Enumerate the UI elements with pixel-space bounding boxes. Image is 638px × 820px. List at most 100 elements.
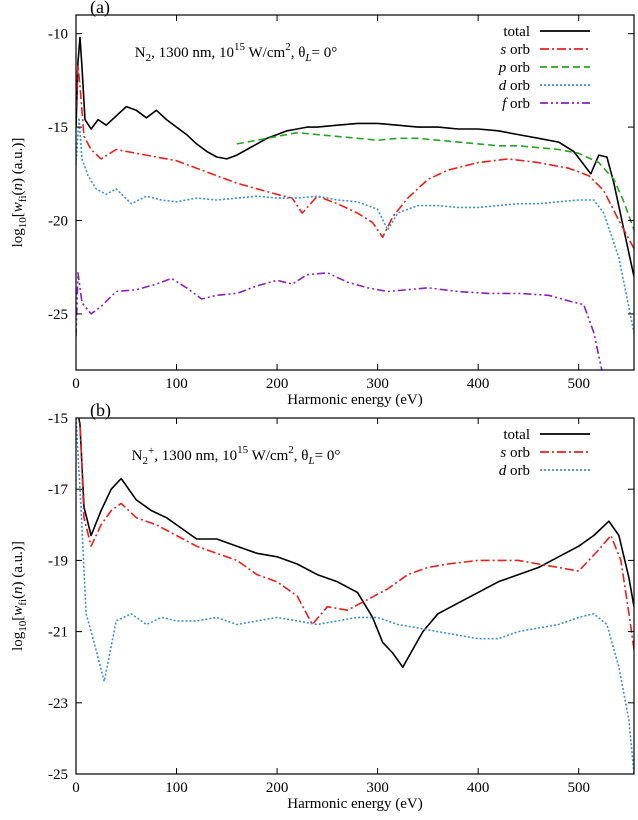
legend-label: p orb	[498, 60, 530, 76]
y-label-part: w	[10, 606, 26, 616]
series-line-d-orb	[76, 117, 634, 333]
y-label-part: (	[10, 594, 26, 599]
title-part: L	[307, 455, 314, 467]
x-tick-label: 0	[72, 780, 80, 796]
y-tick-label: -15	[48, 120, 68, 136]
y-tick-label: -23	[48, 696, 68, 712]
title-part: , θ	[291, 45, 306, 61]
title-part: , 1300 nm, 10	[154, 448, 237, 464]
series-line-s-orb	[76, 64, 634, 249]
title-part: W/cm	[245, 45, 285, 61]
y-label-part: [	[10, 212, 26, 217]
y-label-part: log	[10, 228, 26, 248]
legend-label-part: orb	[506, 463, 530, 479]
legend-label-part: p	[498, 60, 507, 76]
y-label-part: 10	[17, 217, 29, 229]
legend-label: total	[503, 427, 530, 443]
y-label-part: ) (a.u.)]	[10, 541, 26, 586]
panel-a: 0 100 200 300 400 500 -10 -15 -20 -25 Harmonic ene…	[10, 0, 635, 408]
chart-title: N2+, 1300 nm, 1015 W/cm2, θL= 0°	[132, 444, 341, 467]
series-line-f-orb	[76, 272, 603, 370]
legend-label-part: d	[499, 463, 507, 479]
y-label-part: ) (a.u.)]	[10, 138, 26, 183]
y-tick-label: -25	[48, 767, 68, 783]
panel-label: (a)	[90, 0, 110, 18]
y-label-part: log	[10, 631, 26, 651]
legend-label-part: total	[503, 427, 530, 443]
legend-label: d orb	[499, 463, 530, 479]
series-line-p-orb	[236, 131, 634, 231]
title-part: 15	[237, 444, 249, 456]
plot-frame	[75, 417, 635, 775]
legend-label-part: orb	[506, 96, 530, 112]
y-tick-label: -17	[48, 482, 68, 498]
legend-label-part: f	[502, 96, 508, 112]
legend-label: d orb	[499, 78, 530, 94]
y-label-part: 10	[17, 620, 29, 632]
x-tick-label: 400	[467, 780, 490, 796]
x-tick-label: 500	[567, 376, 590, 392]
title-part: +	[148, 445, 154, 457]
y-axis-label: log10[wfi(n) (a.u.)]	[10, 541, 29, 651]
chart-title: N2, 1300 nm, 1015 W/cm2, θL= 0°	[135, 41, 337, 64]
series-group	[76, 36, 634, 370]
plot-frame	[75, 14, 635, 371]
legend-label: s orb	[500, 42, 530, 58]
y-label-part: fi	[17, 599, 29, 606]
title-part: 2	[285, 41, 291, 53]
x-tick-label: 400	[467, 376, 490, 392]
title-part: L	[304, 52, 311, 64]
x-tick-label: 200	[266, 376, 289, 392]
legend-label-part: orb	[506, 60, 530, 76]
series-line-s-orb	[77, 418, 634, 650]
legend-label: f orb	[502, 96, 530, 112]
y-label-part: (	[10, 190, 26, 195]
x-tick-label: 500	[567, 780, 590, 796]
y-label-part: [	[10, 616, 26, 621]
legend-label-part: orb	[506, 42, 530, 58]
series-line-d-orb	[76, 418, 634, 774]
title-part: = 0°	[312, 45, 338, 61]
x-tick-label: 100	[165, 780, 188, 796]
x-tick-label: 200	[266, 780, 289, 796]
y-tick-label: -21	[48, 625, 68, 641]
panel-b: 0 100 200 300 400 500 -15 -17 -19 -21 -23 -25 Harmon…	[10, 400, 635, 812]
x-tick-label: 0	[72, 376, 80, 392]
y-label-part: n	[10, 183, 26, 191]
title-part: , 1300 nm, 10	[151, 45, 234, 61]
title-part: 15	[234, 41, 246, 53]
x-axis-label: Harmonic energy (eV)	[287, 392, 423, 408]
x-tick-label: 300	[366, 780, 389, 796]
legend-label-part: orb	[506, 445, 530, 461]
legend-label-part: total	[503, 24, 530, 40]
x-tick-label: 100	[165, 376, 188, 392]
y-tick-label: -25	[48, 307, 68, 323]
title-part: 2	[143, 455, 149, 467]
title-part: 2	[146, 52, 152, 64]
y-label-part: n	[10, 586, 26, 594]
title-part: N	[135, 45, 146, 61]
series-line-total	[76, 36, 634, 277]
y-tick-label: -10	[48, 27, 68, 43]
legend-label-part: d	[499, 78, 507, 94]
legend-label: s orb	[500, 445, 530, 461]
series-group	[76, 418, 634, 774]
panel-label: (b)	[90, 400, 111, 421]
x-tick-label: 300	[366, 376, 389, 392]
title-part: = 0°	[315, 448, 341, 464]
y-label-part: fi	[17, 195, 29, 202]
legend-label: total	[503, 24, 530, 40]
legend-label-part: s	[500, 42, 506, 58]
series-line-total	[78, 418, 634, 668]
y-axis-label: log10[wfi(n) (a.u.)]	[10, 138, 29, 248]
y-tick-label: -15	[48, 411, 68, 427]
y-tick-label: -19	[48, 553, 68, 569]
legend-label-part: s	[500, 445, 506, 461]
title-part: , θ	[294, 448, 309, 464]
y-tick-label: -20	[48, 214, 68, 230]
x-axis-label: Harmonic energy (eV)	[287, 796, 423, 812]
legend-label-part: orb	[506, 78, 530, 94]
title-part: N	[132, 448, 143, 464]
title-part: 2	[288, 444, 294, 456]
y-label-part: w	[10, 202, 26, 212]
